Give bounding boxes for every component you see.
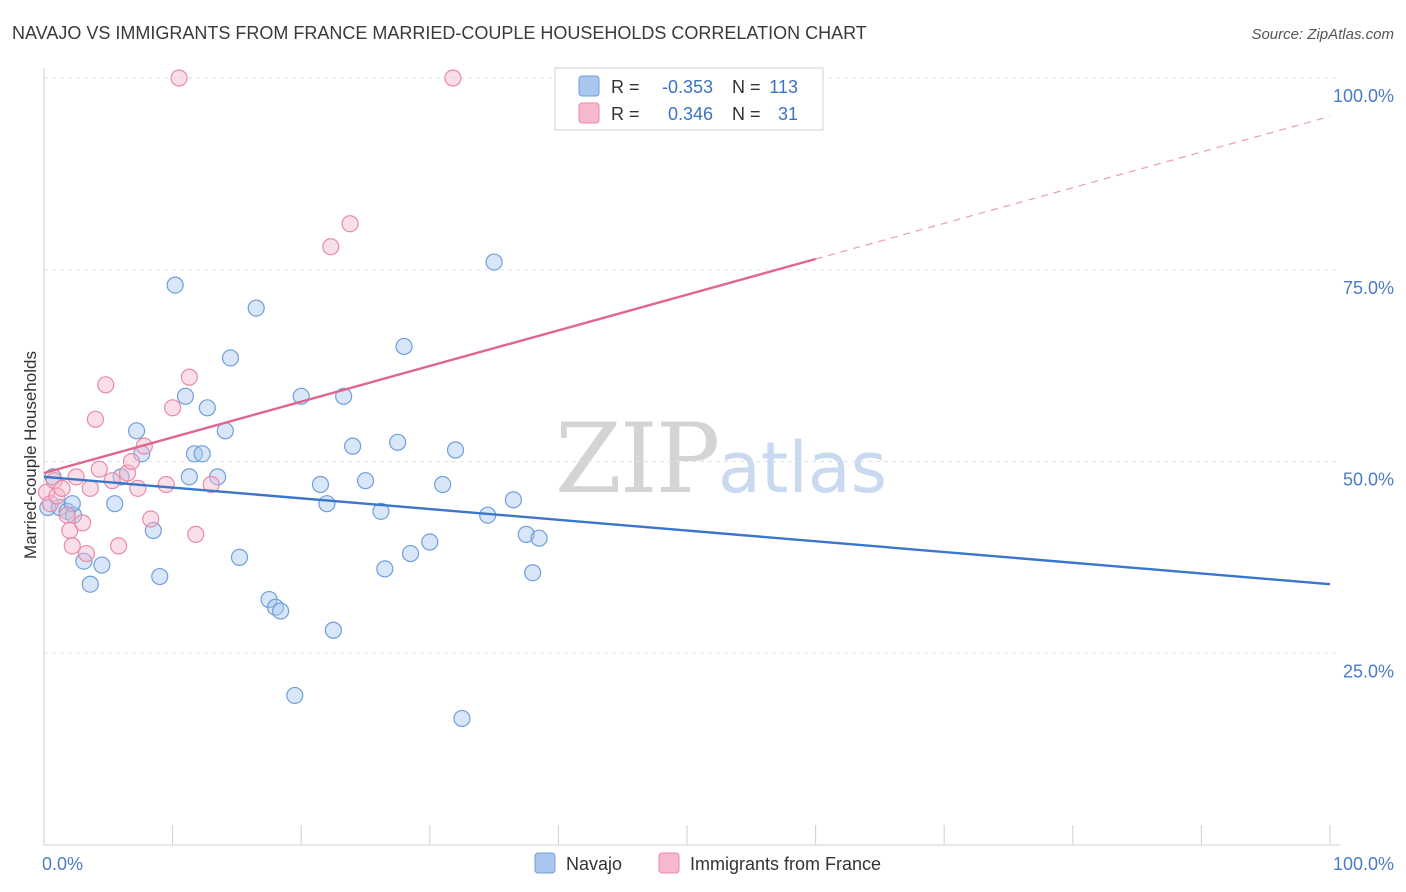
point-s1-22	[157, 475, 175, 494]
point-s0-41	[401, 544, 420, 563]
trend-line-s0	[43, 475, 1331, 586]
point-s1-8	[67, 468, 85, 486]
stats-n-label-france: N =	[732, 104, 761, 124]
y-axis-label: Married-couple Households	[21, 351, 40, 559]
point-s1-25	[180, 368, 198, 386]
stats-box: R = -0.353 N = 113 R = 0.346 N = 31	[554, 67, 824, 131]
point-s0-48	[504, 491, 522, 509]
watermark: ZIP atlas	[555, 403, 887, 515]
trend-lines	[43, 115, 1331, 586]
point-s1-27	[202, 475, 220, 494]
point-s1-11	[81, 479, 99, 497]
point-s1-18	[122, 452, 141, 471]
axes	[43, 68, 1340, 846]
point-s0-31	[311, 475, 330, 494]
point-s1-12	[86, 410, 105, 428]
point-s0-23	[221, 349, 240, 367]
point-s1-29	[341, 215, 359, 233]
point-s0-44	[446, 441, 465, 459]
point-s0-35	[344, 437, 362, 455]
stats-n-value-navajo: 113	[769, 77, 798, 97]
point-s0-32	[318, 495, 336, 513]
stats-swatch-navajo	[578, 75, 600, 97]
point-s0-33	[324, 621, 342, 639]
point-s1-10	[77, 544, 96, 563]
gridlines	[44, 77, 1340, 654]
point-s0-40	[395, 337, 413, 356]
point-s1-24	[170, 69, 188, 87]
point-s1-5	[58, 506, 76, 524]
point-s0-34	[335, 387, 353, 405]
point-s0-17	[180, 468, 198, 486]
point-s1-16	[109, 537, 128, 555]
x-tick-label-right: 100.0%	[1333, 854, 1394, 874]
stats-n-label-navajo: N =	[732, 77, 761, 97]
point-s0-36	[356, 472, 375, 490]
point-s0-9	[106, 495, 124, 513]
point-s1-15	[103, 472, 121, 490]
legend-swatch-navajo	[534, 852, 556, 874]
point-s0-42	[421, 533, 439, 551]
point-s0-38	[376, 560, 394, 578]
watermark-atlas: atlas	[718, 427, 887, 509]
chart-title: NAVAJO VS IMMIGRANTS FROM FRANCE MARRIED…	[12, 23, 867, 43]
point-s0-20	[198, 399, 216, 417]
legend-label-france: Immigrants from France	[690, 854, 881, 874]
point-s0-29	[286, 686, 304, 705]
point-s1-19	[129, 479, 147, 497]
legend-swatch-france	[658, 852, 680, 874]
y-tick-label-1: 50.0%	[1343, 470, 1394, 490]
point-s1-4	[53, 479, 71, 497]
point-s0-19	[193, 445, 211, 463]
point-s0-39	[389, 433, 407, 451]
point-s0-8	[93, 556, 111, 574]
watermark-zip: ZIP	[555, 403, 718, 515]
x-tick-label-left: 0.0%	[42, 854, 83, 874]
point-s0-24	[230, 548, 249, 566]
stats-r-value-navajo: -0.353	[662, 77, 713, 97]
point-s0-43	[434, 475, 452, 494]
y-tick-label-0: 25.0%	[1343, 661, 1394, 681]
point-s1-14	[97, 376, 115, 394]
stats-r-label-navajo: R =	[611, 77, 640, 97]
point-s0-49	[517, 525, 535, 543]
point-s0-45	[453, 709, 471, 728]
point-s0-50	[524, 564, 542, 582]
y-tick-labels: 25.0% 50.0% 75.0% 100.0%	[1333, 86, 1394, 681]
point-s1-26	[187, 525, 205, 543]
point-s0-16	[176, 387, 195, 405]
point-s0-37	[372, 502, 390, 520]
point-s0-28	[272, 602, 290, 620]
point-s0-51	[530, 529, 548, 547]
point-s0-15	[166, 276, 184, 294]
point-s1-13	[90, 460, 108, 478]
stats-box-frame	[554, 67, 824, 131]
y-tick-label-2: 75.0%	[1343, 278, 1394, 298]
stats-swatch-france	[578, 102, 600, 124]
trend-line-s1-dashed	[815, 115, 1331, 260]
point-s0-25	[247, 299, 265, 317]
scatter-points	[37, 69, 548, 728]
stats-r-value-france: 0.346	[668, 104, 713, 124]
point-s1-7	[63, 537, 81, 555]
point-s0-14	[151, 567, 169, 586]
y-tick-label-3: 100.0%	[1333, 86, 1394, 106]
point-s1-28	[322, 238, 340, 256]
point-s1-30	[444, 69, 462, 87]
point-s0-11	[127, 422, 146, 440]
point-s1-9	[73, 514, 92, 532]
chart-source: Source: ZipAtlas.com	[1251, 26, 1394, 43]
legend-label-navajo: Navajo	[566, 854, 622, 874]
point-s1-23	[164, 399, 182, 417]
point-s0-7	[81, 575, 99, 593]
stats-r-label-france: R =	[611, 104, 640, 124]
point-s1-21	[142, 510, 160, 528]
point-s0-47	[485, 253, 503, 271]
stats-n-value-france: 31	[778, 104, 798, 124]
legend: Navajo Immigrants from France	[534, 852, 881, 874]
trend-line-s1-solid	[43, 257, 816, 475]
